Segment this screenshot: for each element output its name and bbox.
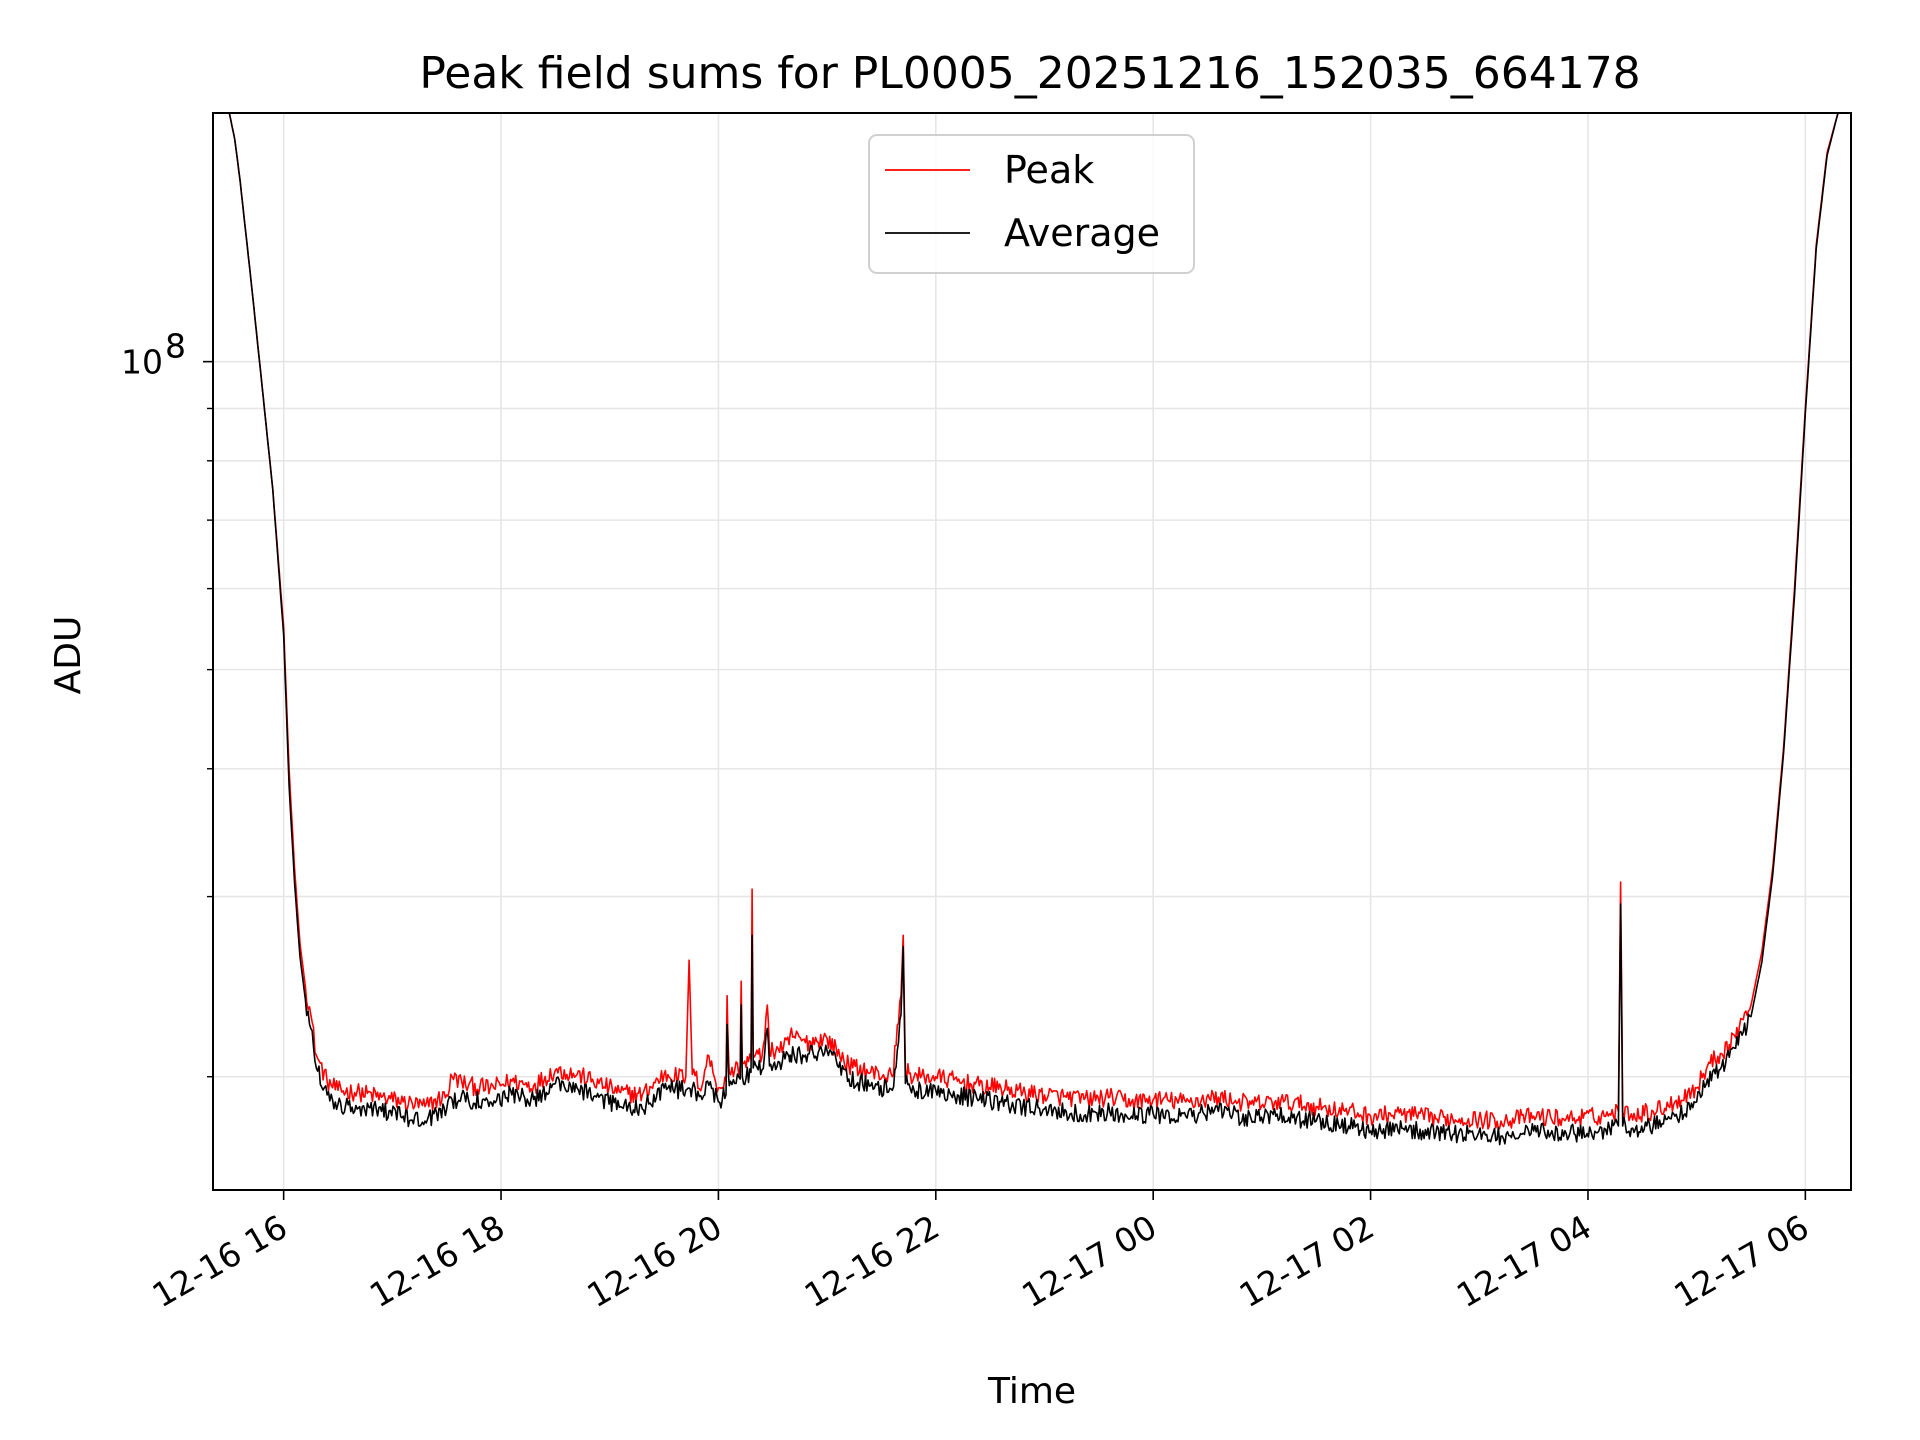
x-axis-label: Time: [987, 1371, 1076, 1412]
series-layer: [228, 113, 1839, 1146]
plot-area: [228, 113, 1839, 1146]
series-line-average: [228, 113, 1839, 1146]
series-line-peak: [228, 113, 1839, 1131]
y-tick-label-exponent-0: 8: [165, 327, 186, 366]
legend-label-peak: Peak: [1004, 148, 1094, 192]
legend: Peak Average: [868, 134, 1195, 274]
chart-title: Peak field sums for PL0005_20251216_1520…: [419, 48, 1640, 99]
y-tick-label-0: 10: [121, 343, 163, 382]
plot-frame: [212, 112, 1852, 1191]
legend-label-average: Average: [1004, 211, 1160, 255]
grid-layer: [213, 113, 1851, 1190]
y-axis-label: ADU: [48, 616, 89, 695]
